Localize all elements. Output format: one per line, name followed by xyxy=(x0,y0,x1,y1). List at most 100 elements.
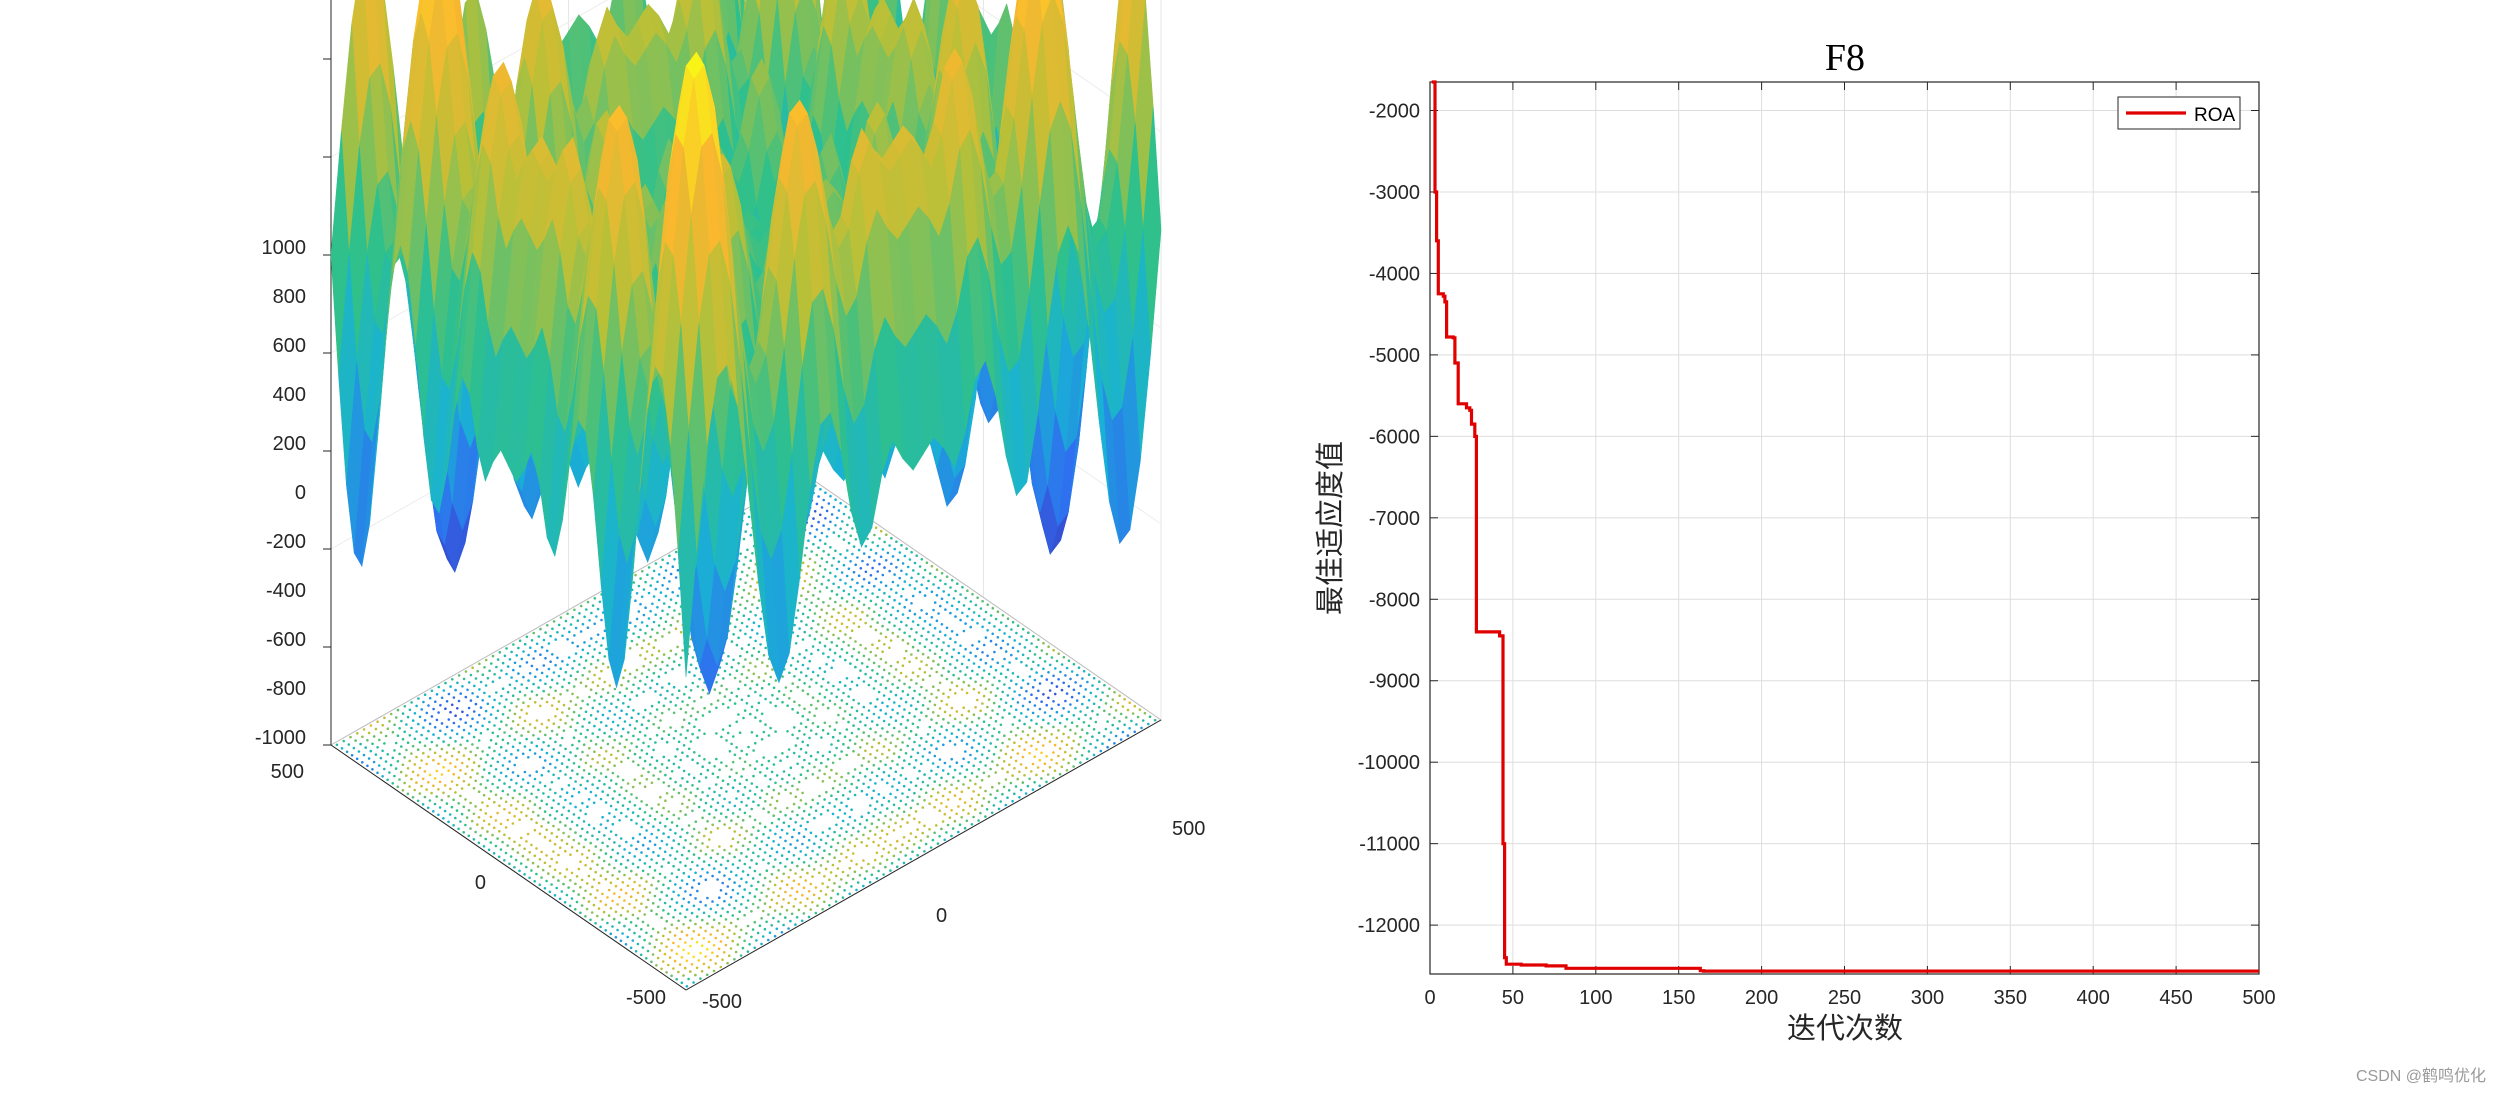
contour-point xyxy=(904,555,907,558)
contour-point xyxy=(693,777,696,780)
contour-point xyxy=(615,783,618,786)
contour-point xyxy=(595,641,598,644)
contour-point xyxy=(883,771,886,774)
contour-point xyxy=(882,574,885,577)
contour-point xyxy=(767,862,770,865)
contour-point xyxy=(912,671,915,674)
contour-point xyxy=(908,686,911,689)
contour-point xyxy=(1027,631,1030,634)
contour-point xyxy=(846,677,849,680)
contour-point xyxy=(974,706,977,709)
contour-point xyxy=(845,805,848,808)
contour-point xyxy=(940,802,943,805)
contour-point xyxy=(635,848,638,851)
contour-point xyxy=(668,631,671,634)
contour-point xyxy=(887,552,890,555)
contour-point xyxy=(821,583,824,586)
contour-point xyxy=(910,704,913,707)
contour-point xyxy=(522,855,525,858)
contour-point xyxy=(564,901,567,904)
contour-point xyxy=(922,806,925,809)
contour-point xyxy=(1044,660,1047,663)
contour-point xyxy=(513,789,516,792)
contour-point xyxy=(773,763,776,766)
contour-point xyxy=(888,672,891,675)
contour-point xyxy=(741,596,744,599)
contour-point xyxy=(908,788,911,791)
contour-point xyxy=(942,769,945,772)
contour-point xyxy=(1133,731,1136,734)
contour-point xyxy=(807,744,810,747)
contour-point xyxy=(844,557,847,560)
contour-point xyxy=(894,796,897,799)
contour-point xyxy=(988,673,991,676)
contour-point xyxy=(1079,685,1082,688)
contour-point xyxy=(715,707,718,710)
contour-point xyxy=(483,794,486,797)
contour-point xyxy=(910,602,913,605)
contour-point xyxy=(783,821,786,824)
contour-point xyxy=(812,645,815,648)
contour-point xyxy=(593,904,596,907)
contour-point xyxy=(573,788,576,791)
contour-point xyxy=(488,746,491,749)
contour-point xyxy=(371,743,374,746)
contour-point xyxy=(718,896,721,899)
contour-point xyxy=(715,783,718,786)
contour-point xyxy=(776,928,779,931)
contour-point xyxy=(432,759,435,762)
contour-point xyxy=(691,937,694,940)
contour-point xyxy=(829,597,832,600)
contour-point xyxy=(529,749,532,752)
contour-point xyxy=(760,892,763,895)
contour-point xyxy=(888,774,891,777)
contour-point xyxy=(414,738,417,741)
contour-point xyxy=(589,842,592,845)
contour-point xyxy=(640,826,643,829)
contour-point xyxy=(816,853,819,856)
contour-point xyxy=(953,597,956,600)
contour-point xyxy=(644,658,647,661)
contour-point xyxy=(673,814,676,817)
contour-point xyxy=(928,802,931,805)
contour-point xyxy=(803,912,806,915)
contour-point xyxy=(744,786,747,789)
contour-point xyxy=(605,801,608,804)
contour-point xyxy=(741,622,744,625)
contour-point xyxy=(1140,727,1143,730)
contour-point xyxy=(823,875,826,878)
contour-point xyxy=(657,931,660,934)
contour-point xyxy=(451,755,454,758)
contour-point xyxy=(871,643,874,646)
contour-point xyxy=(939,707,942,710)
contour-point xyxy=(747,874,750,877)
contour-point xyxy=(983,797,986,800)
contour-point xyxy=(620,940,623,943)
contour-point xyxy=(647,745,650,748)
contour-point xyxy=(1142,719,1145,722)
contour-point xyxy=(732,633,735,636)
contour-point xyxy=(973,662,976,665)
contour-point xyxy=(851,553,854,556)
contour-point xyxy=(869,651,872,654)
contour-point xyxy=(523,848,526,851)
contour-point xyxy=(808,865,811,868)
contour-point xyxy=(881,702,884,705)
contour-point xyxy=(978,666,981,669)
contour-point xyxy=(813,894,816,897)
contour-point xyxy=(803,835,806,838)
contour-point xyxy=(676,825,679,828)
contour-point xyxy=(600,644,603,647)
contour-point xyxy=(800,671,803,674)
contour-point xyxy=(648,668,651,671)
contour-point xyxy=(1047,697,1050,700)
contour-point xyxy=(704,930,707,933)
contour-point xyxy=(673,712,676,715)
contour-point xyxy=(576,875,579,878)
contour-point xyxy=(569,879,572,882)
contour-point xyxy=(859,746,862,749)
contour-point xyxy=(449,788,452,791)
contour-point xyxy=(481,750,484,753)
contour-point xyxy=(512,746,515,749)
contour-point xyxy=(678,741,681,744)
